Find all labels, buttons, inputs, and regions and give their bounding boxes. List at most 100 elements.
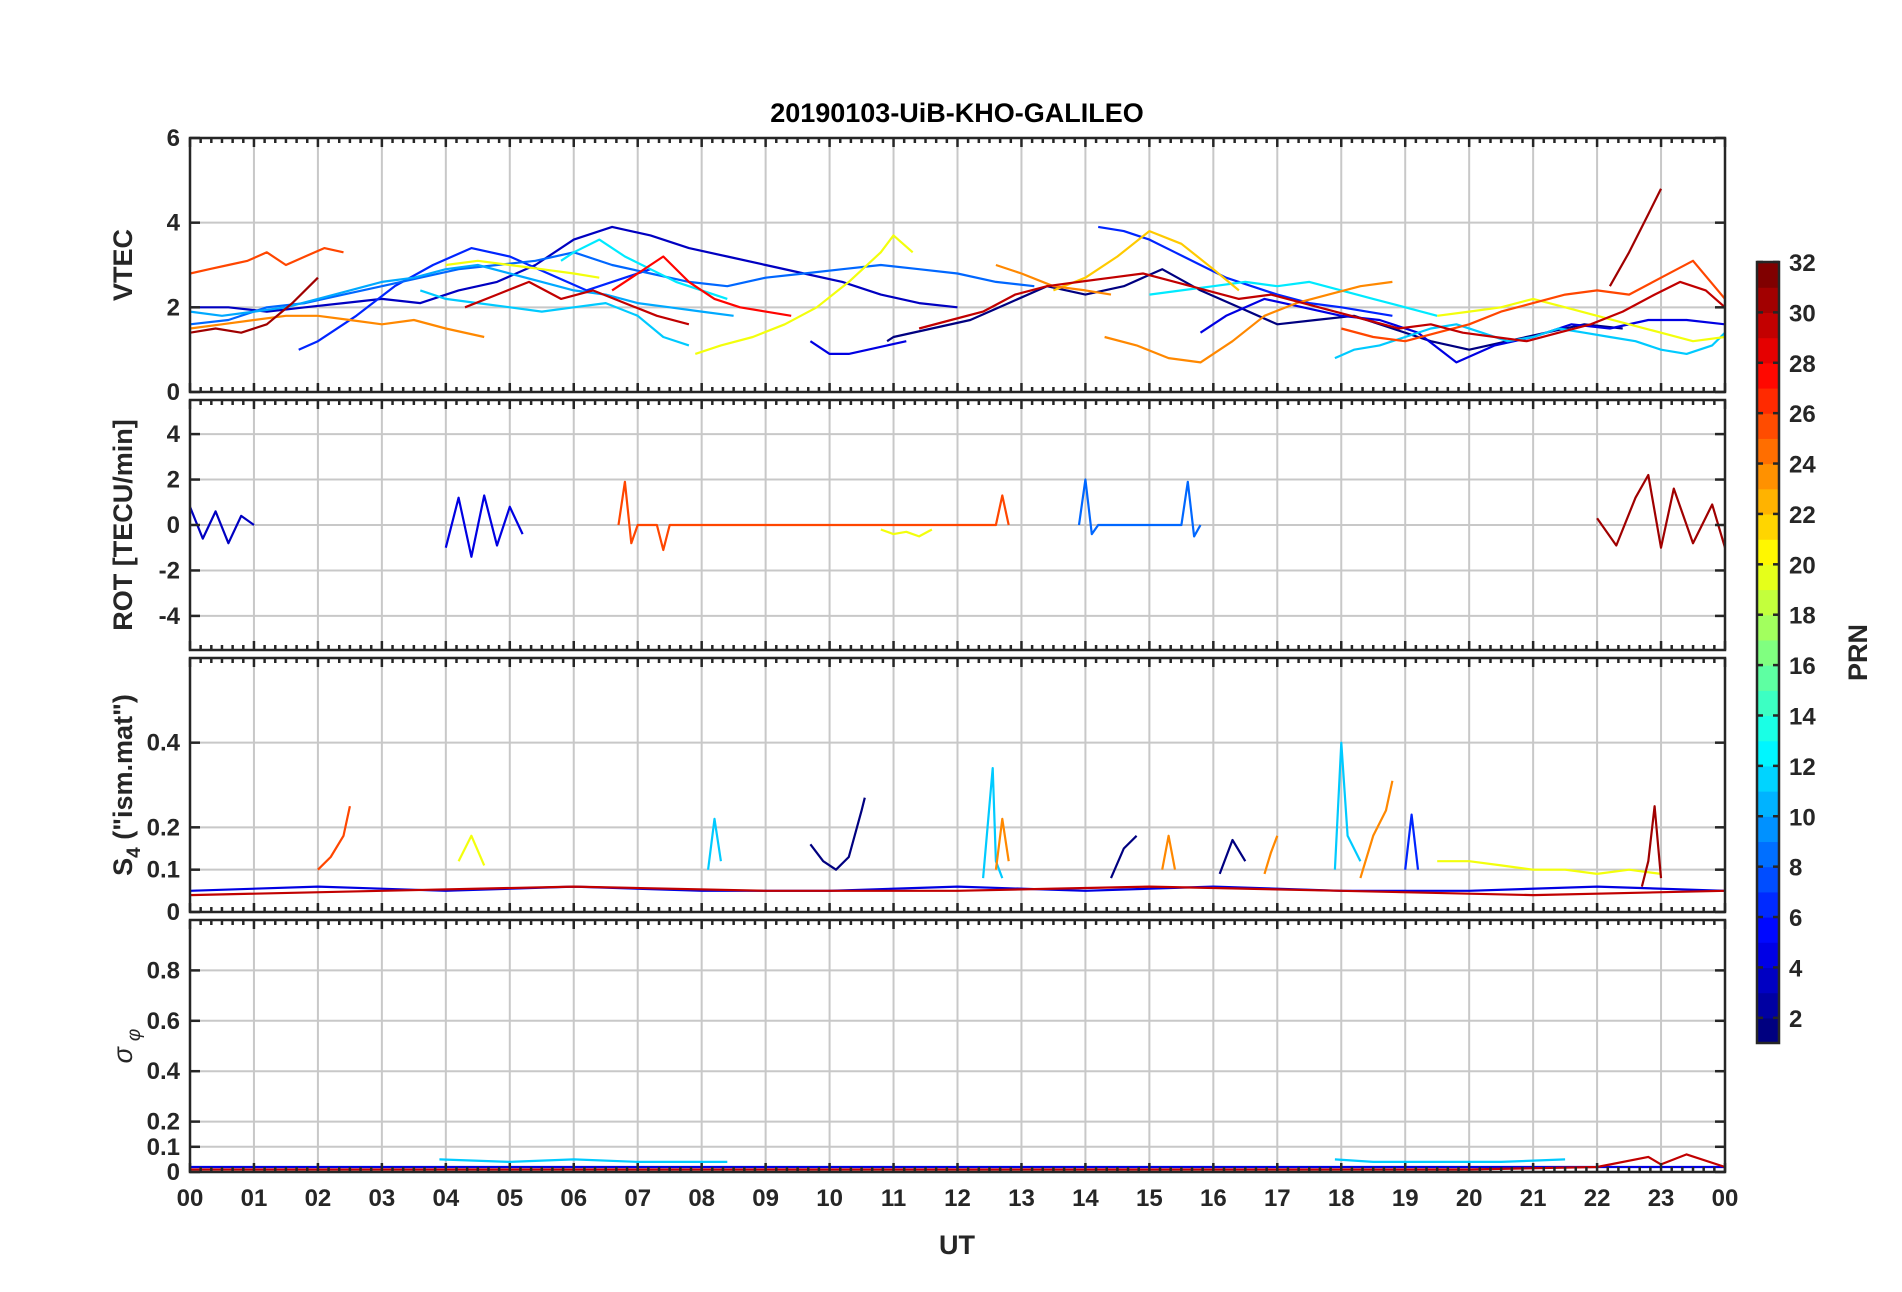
- x-tick-label: 16: [1200, 1185, 1227, 1212]
- colorbar-label: PRN: [1843, 624, 1873, 681]
- colorbar-segment: [1757, 312, 1779, 339]
- panel-x-ticks: [188, 658, 1727, 912]
- series-prn-20: [445, 259, 600, 279]
- y-tick-label: 2: [167, 294, 180, 321]
- y-tick-label: -4: [159, 603, 181, 630]
- colorbar-frame: [1755, 260, 1781, 1045]
- colorbar-segment: [1757, 413, 1779, 439]
- colorbar-tick-label: 2: [1789, 1006, 1802, 1033]
- series-prn-3: [190, 225, 958, 313]
- x-tick-label: 05: [496, 1185, 523, 1212]
- series-prn-20: [694, 234, 914, 355]
- y-tick-label: 0.6: [147, 1008, 180, 1035]
- x-tick-label: 06: [560, 1185, 587, 1212]
- x-tick-label: 17: [1264, 1185, 1291, 1212]
- series-prn-31: [1608, 188, 1662, 287]
- colorbar-tick-label: 20: [1789, 552, 1816, 579]
- y-tick-label: 0: [167, 379, 180, 406]
- y-tick-label: 0.2: [147, 1109, 180, 1136]
- colorbar-segment: [1757, 488, 1779, 515]
- series-prn-11: [419, 289, 690, 347]
- colorbar-tick-label: 12: [1789, 754, 1816, 781]
- y-tick-label: 0: [167, 512, 180, 539]
- y-tick-label: 0: [167, 1159, 180, 1186]
- panel-y-ticks: 0 0.1 0.2 0.4: [147, 730, 1725, 926]
- panel-vtec: 0 2 4 6 VTEC: [108, 125, 1727, 406]
- series-prn-30: [190, 885, 1725, 897]
- x-tick-label: 21: [1520, 1185, 1547, 1212]
- series-prn-11: [1333, 741, 1362, 870]
- panel-grid: [190, 658, 1725, 912]
- y-tick-label: 0.1: [147, 1134, 180, 1161]
- y-tick-label: 0.1: [147, 857, 180, 884]
- x-tick-label: 18: [1328, 1185, 1355, 1212]
- series-prn-26: [190, 247, 344, 275]
- x-tick-label: 22: [1584, 1185, 1611, 1212]
- y-axis-label-text: ROT [TECU/min]: [108, 419, 138, 630]
- x-tick-label: 00: [177, 1185, 204, 1212]
- x-tick-label: 19: [1392, 1185, 1419, 1212]
- y-axis-label-text: S: [108, 858, 138, 876]
- chart-title: 20190103-UiB-KHO-GALILEO: [770, 98, 1144, 128]
- colorbar-segment: [1757, 841, 1779, 868]
- colorbar-segment: [1757, 639, 1779, 666]
- series-prn-24: [1161, 834, 1177, 870]
- series-prn-3: [190, 506, 255, 545]
- colorbar-segment: [1757, 891, 1779, 918]
- panel-traces: [190, 473, 1725, 558]
- series-prn-20: [880, 528, 933, 538]
- y-tick-label: 0: [167, 899, 180, 926]
- series-prn-24: [1359, 780, 1394, 879]
- colorbar-segment: [1757, 690, 1779, 717]
- y-axis-label-text: VTEC: [108, 229, 138, 301]
- series-prn-11: [982, 766, 1004, 879]
- series-prn-4: [190, 885, 1725, 892]
- series-prn-28: [611, 255, 792, 317]
- series-prn-1: [1109, 835, 1138, 879]
- colorbar-tick-label: 32: [1789, 250, 1816, 277]
- colorbar-segment: [1757, 917, 1779, 943]
- colorbar-segment: [1757, 967, 1779, 994]
- x-tick-label: 14: [1072, 1185, 1099, 1212]
- series-prn-20: [1437, 860, 1662, 876]
- panel-x-ticks: [188, 920, 1727, 1172]
- series-prn-31: [1596, 473, 1725, 549]
- x-tick-label: 09: [752, 1185, 779, 1212]
- y-axis-label-subscript: φ: [124, 1029, 145, 1041]
- colorbar-segment: [1757, 387, 1779, 414]
- series-prn-22: [1052, 230, 1240, 292]
- colorbar-segment: [1757, 287, 1779, 313]
- y-axis-label-subscript: 4: [124, 847, 145, 858]
- colorbar-segment: [1757, 463, 1779, 490]
- y-axis-label-vtec: VTEC: [108, 229, 138, 301]
- y-tick-label: 0.4: [147, 730, 181, 757]
- series-prn-20: [457, 834, 486, 866]
- panel-x-ticks: [188, 400, 1727, 650]
- series-prn-30: [464, 280, 690, 326]
- x-tick-label: 15: [1136, 1185, 1163, 1212]
- colorbar-segment: [1757, 715, 1779, 742]
- x-tick-label: 10: [816, 1185, 843, 1212]
- series-prn-11: [707, 817, 722, 870]
- colorbar-segment: [1757, 262, 1779, 288]
- series-prn-1: [886, 268, 1623, 351]
- x-tick-label: 13: [1008, 1185, 1035, 1212]
- series-prn-8: [1077, 478, 1202, 538]
- series-prn-11: [1334, 1158, 1566, 1164]
- y-tick-label: 0.8: [147, 957, 180, 984]
- y-axis-label-suffix: ("ism.mat"): [108, 694, 138, 847]
- series-prn-6: [298, 247, 651, 351]
- colorbar-segment: [1757, 1017, 1779, 1044]
- y-axis-label-text: σ: [108, 1045, 138, 1063]
- series-prn-26: [617, 480, 1010, 552]
- colorbar-segment: [1757, 765, 1779, 792]
- series-prn-26: [317, 805, 351, 871]
- colorbar-segment: [1757, 513, 1779, 540]
- colorbar-tick-label: 30: [1789, 300, 1816, 327]
- colorbar-segment: [1757, 614, 1779, 641]
- y-tick-label: 0.2: [147, 814, 180, 841]
- x-axis: 00 01 02 03 04 05 06 07 08 09 10 11 12 13 14 15 16 17 18 19…: [177, 1185, 1739, 1212]
- series-prn-10: [190, 263, 734, 317]
- y-axis-label-rot: ROT [TECU/min]: [108, 419, 138, 630]
